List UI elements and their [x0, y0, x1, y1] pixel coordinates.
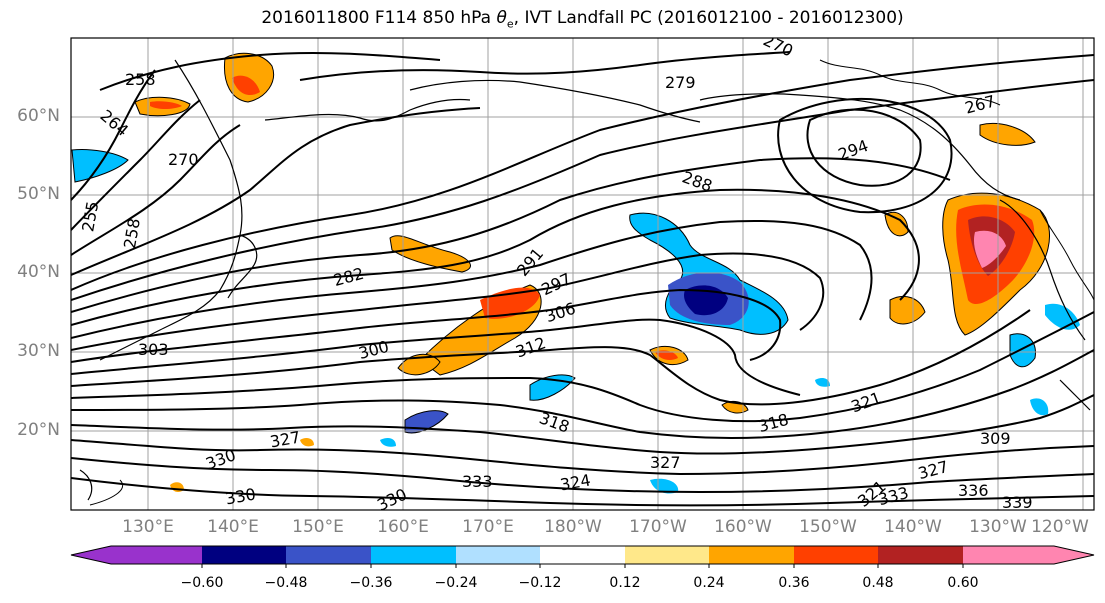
colorbar-outline [70, 545, 1095, 565]
lon-label: 180°W [544, 517, 602, 537]
colorbar-tick-label: 0.12 [609, 575, 641, 591]
gridlines [71, 38, 1094, 510]
lon-label: 160°W [714, 517, 772, 537]
contour-label: 255 [78, 200, 102, 233]
contour-label: 324 [559, 470, 592, 494]
shaded-anomaly-regions [71, 52, 1080, 494]
colorbar-segment [794, 546, 878, 564]
contour-label: 270 [168, 150, 199, 169]
contour-label: 288 [680, 167, 715, 195]
contour-label: 318 [537, 408, 572, 436]
lon-label: 170°W [629, 517, 687, 537]
contour-label: 258 [125, 70, 156, 89]
colorbar-segment [625, 546, 709, 564]
thin-contours [89, 59, 1094, 506]
lon-label: 140°W [884, 517, 942, 537]
colorbar-tick-label: −0.60 [180, 575, 224, 591]
colorbar-segment [71, 546, 202, 564]
colorbar-tick-label: 0.48 [862, 575, 894, 591]
lon-label: 150°E [292, 517, 344, 537]
colorbar-tick-label: 0.60 [947, 575, 979, 591]
contour-label: 282 [332, 264, 366, 290]
colorbar-tick-label: −0.36 [349, 575, 393, 591]
map-title: 2016011800 F114 850 hPa θe, IVT Landfall… [261, 8, 904, 31]
lon-label: 130°W [969, 517, 1027, 537]
colorbar-tick-label: −0.24 [434, 575, 478, 591]
lon-label: 170°E [462, 517, 514, 537]
contour-label: 279 [665, 73, 696, 92]
coastlines [79, 59, 1091, 501]
colorbar [70, 545, 1095, 568]
lon-label: 150°W [799, 517, 857, 537]
lat-label-20n: 20°N [17, 420, 60, 440]
contour-label: 291 [513, 244, 547, 280]
lon-label: 130°E [122, 517, 174, 537]
lon-label: 120°W [1031, 517, 1089, 537]
contour-label: 330 [224, 484, 257, 508]
contour-label: 327 [650, 453, 681, 472]
contour-label: 264 [97, 106, 133, 140]
theta-e-contours [71, 51, 1094, 507]
colorbar-segment [540, 546, 625, 564]
lat-label-40n: 40°N [17, 262, 60, 282]
contour-label: 327 [916, 457, 950, 483]
lat-label-30n: 30°N [17, 341, 60, 361]
lat-label-60n: 60°N [17, 106, 60, 126]
colorbar-segment [371, 546, 456, 564]
plot-frame [70, 37, 1095, 511]
contour-label: 312 [513, 333, 548, 361]
contour-label: 318 [756, 410, 790, 436]
contour-label: 336 [958, 481, 989, 500]
lat-label-50n: 50°N [17, 184, 60, 204]
colorbar-segment [878, 546, 963, 564]
colorbar-tick-label: −0.48 [264, 575, 308, 591]
contour-label: 339 [1002, 493, 1033, 512]
colorbar-segment [709, 546, 794, 564]
contour-label: 333 [462, 472, 493, 491]
colorbar-tick-label: 0.36 [778, 575, 810, 591]
lon-label: 160°E [377, 517, 429, 537]
colorbar-tick-label: −0.12 [518, 575, 562, 591]
contour-label: 327 [268, 427, 301, 451]
colorbar-segment [202, 546, 286, 564]
colorbar-segment [286, 546, 371, 564]
contour-label: 270 [760, 30, 796, 60]
colorbar-segment [456, 546, 540, 564]
map-plot-area: 258 264 270 255 258 282 291 297 306 300 … [71, 30, 1094, 512]
contour-label: 297 [538, 269, 574, 299]
colorbar-segment [963, 546, 1094, 564]
colorbar-tick-label: 0.24 [693, 575, 725, 591]
lon-label: 140°E [207, 517, 259, 537]
contour-label: 303 [138, 340, 169, 359]
contour-label: 309 [980, 429, 1011, 448]
